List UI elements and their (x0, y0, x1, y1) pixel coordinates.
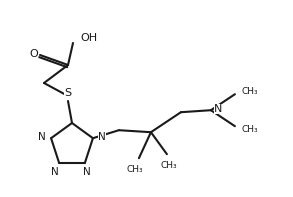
Text: CH₃: CH₃ (242, 87, 258, 96)
Text: O: O (30, 49, 38, 59)
Text: CH₃: CH₃ (161, 161, 177, 170)
Text: N: N (51, 167, 59, 177)
Text: CH₃: CH₃ (242, 125, 258, 134)
Text: CH₃: CH₃ (127, 165, 143, 174)
Text: S: S (64, 88, 71, 98)
Text: N: N (83, 167, 91, 177)
Text: OH: OH (80, 33, 97, 43)
Text: N: N (98, 132, 106, 142)
Text: N: N (38, 132, 46, 142)
Text: N: N (214, 104, 222, 114)
